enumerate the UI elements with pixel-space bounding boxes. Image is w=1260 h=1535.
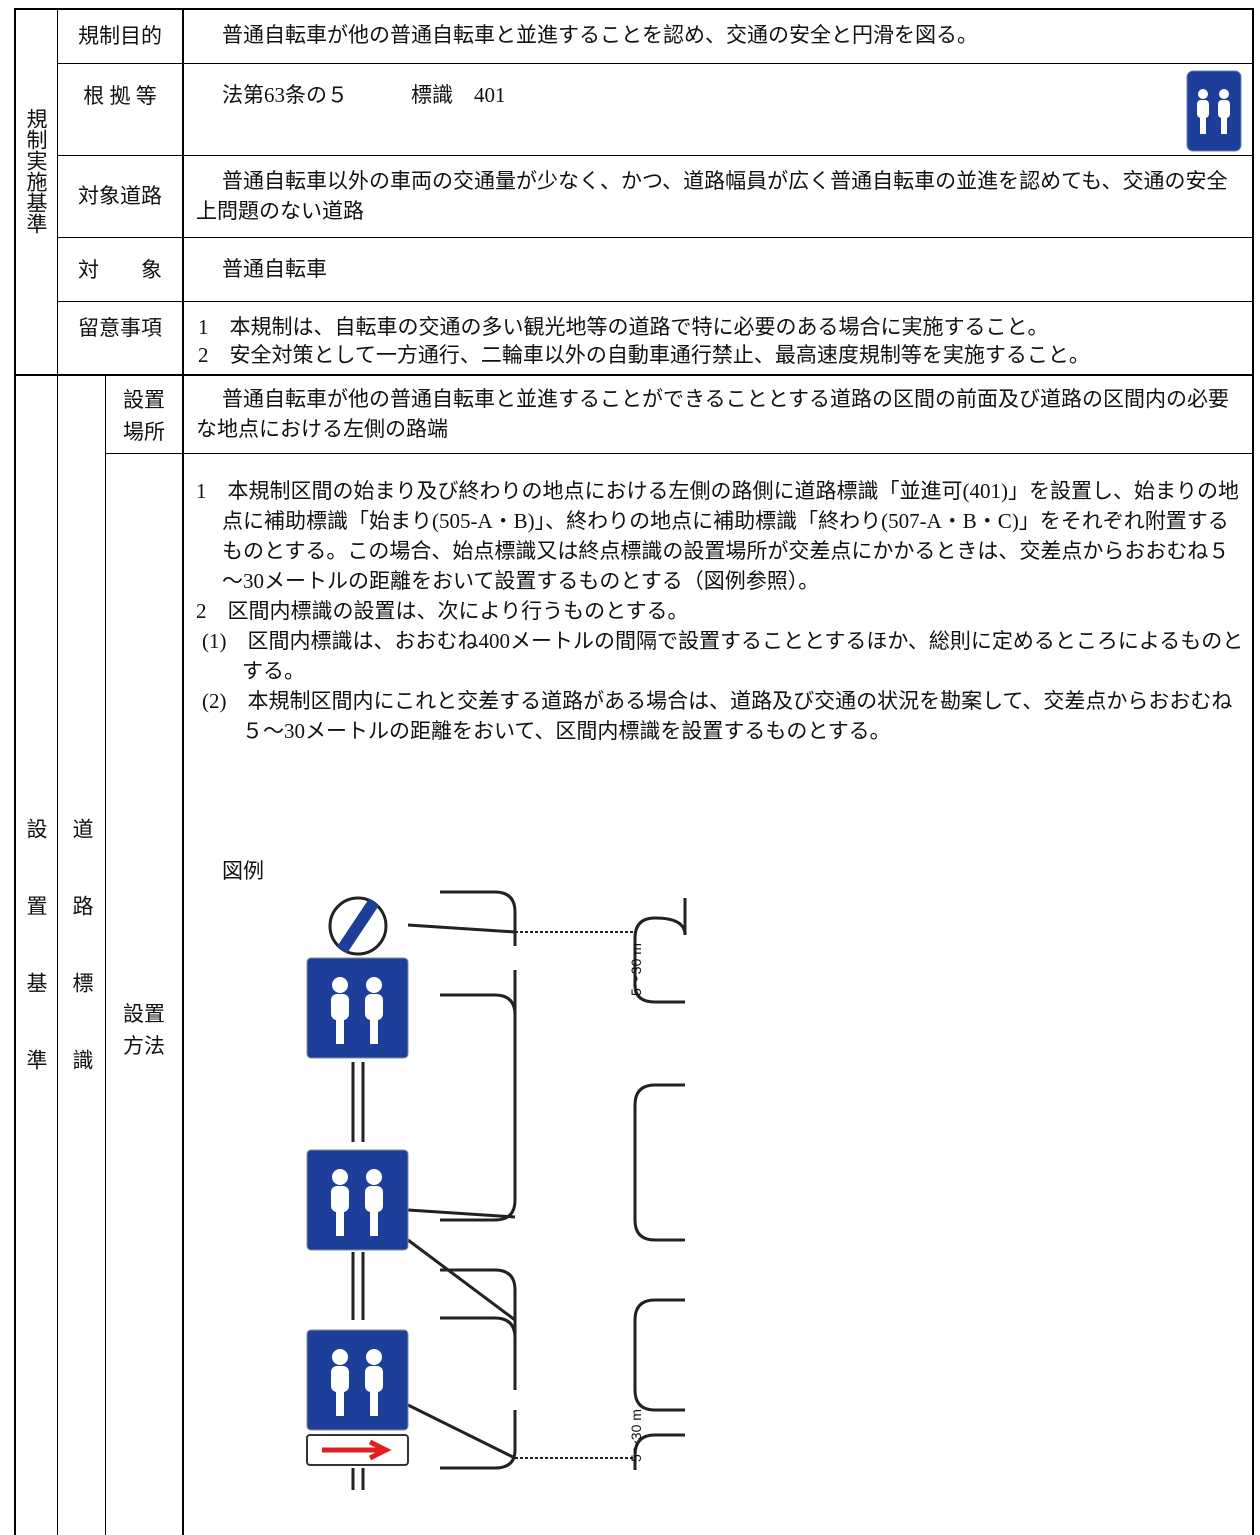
border [14, 8, 16, 1535]
row-content: 普通自転車が他の普通自転車と並進することを認め、交通の安全と円滑を図る。 [222, 23, 978, 47]
border [1252, 8, 1254, 1535]
border [105, 376, 106, 1535]
section-label: 設置基準 [24, 818, 48, 1126]
border [14, 374, 1254, 376]
border [57, 237, 1254, 238]
row-content: 普通自転車以外の車両の交通量が少なく、かつ、道路幅員が広く普通自転車の並進を認め… [196, 169, 1228, 223]
row-content: 1 本規制は、自転車の交通の多い観光地等の道路で特に必要のある場合に実施すること… [198, 315, 1049, 339]
border [105, 453, 1254, 454]
row-content: 法第63条の５ 標識 401 [222, 83, 506, 107]
paragraph: 2 区間内標識の設置は、次により行うものとする。 [196, 599, 689, 623]
border [57, 155, 1254, 156]
row-content: 普通自転車が他の普通自転車と並進することができることとする道路の区間の前面及び道… [196, 387, 1229, 441]
row-label: 規制目的 [78, 24, 162, 48]
section-label: 規制実施基準 [24, 108, 48, 234]
row-label: 対 象 [78, 258, 162, 282]
row-label: 設置方法 [123, 1002, 165, 1058]
sub-label: 道路標識 [70, 818, 94, 1126]
figure-label: 5～30 m [628, 943, 644, 996]
border [57, 301, 1254, 302]
row-content: 2 安全対策として一方通行、二輪車以外の自動車通行禁止、最高速度規制等を実施する… [198, 343, 1090, 367]
row-content: 1 本規制区間の始まり及び終わりの地点における左側の路側に道路標識「並進可(40… [196, 476, 1248, 746]
row-content: 普通自転車 [222, 257, 327, 281]
border [57, 63, 1254, 64]
border [57, 376, 58, 1535]
paragraph: 1 本規制区間の始まり及び終わりの地点における左側の路側に道路標識「並進可(40… [196, 479, 1239, 593]
row-label: 対象道路 [78, 184, 162, 208]
border [14, 8, 1254, 10]
row-label: 設置場所 [123, 388, 165, 444]
paragraph: (1) 区間内標識は、おおむね400メートルの間隔で設置することとするほか、総則… [202, 629, 1244, 683]
paragraph: (2) 本規制区間内にこれと交差する道路がある場合は、道路及び交通の状況を勘案し… [202, 689, 1233, 743]
figure [306, 890, 687, 1490]
sign-icon [1186, 70, 1242, 152]
border [182, 8, 184, 1535]
border [57, 8, 58, 375]
figure-label: 5～30 m [628, 1409, 644, 1462]
row-label: 根 拠 等 [83, 84, 157, 108]
figure-caption: 図例 [222, 859, 264, 883]
row-label: 留意事項 [78, 316, 162, 340]
